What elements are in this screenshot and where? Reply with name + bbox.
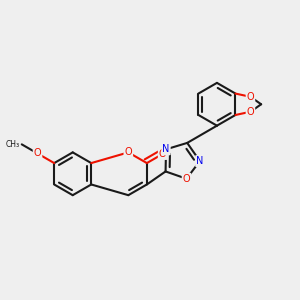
Text: O: O (183, 174, 190, 184)
Text: N: N (196, 156, 204, 166)
Text: O: O (159, 149, 167, 159)
Text: CH₃: CH₃ (5, 140, 20, 149)
Text: O: O (247, 92, 254, 102)
Text: O: O (34, 148, 41, 158)
Text: O: O (124, 147, 132, 158)
Text: O: O (247, 107, 254, 117)
Text: N: N (162, 144, 170, 154)
